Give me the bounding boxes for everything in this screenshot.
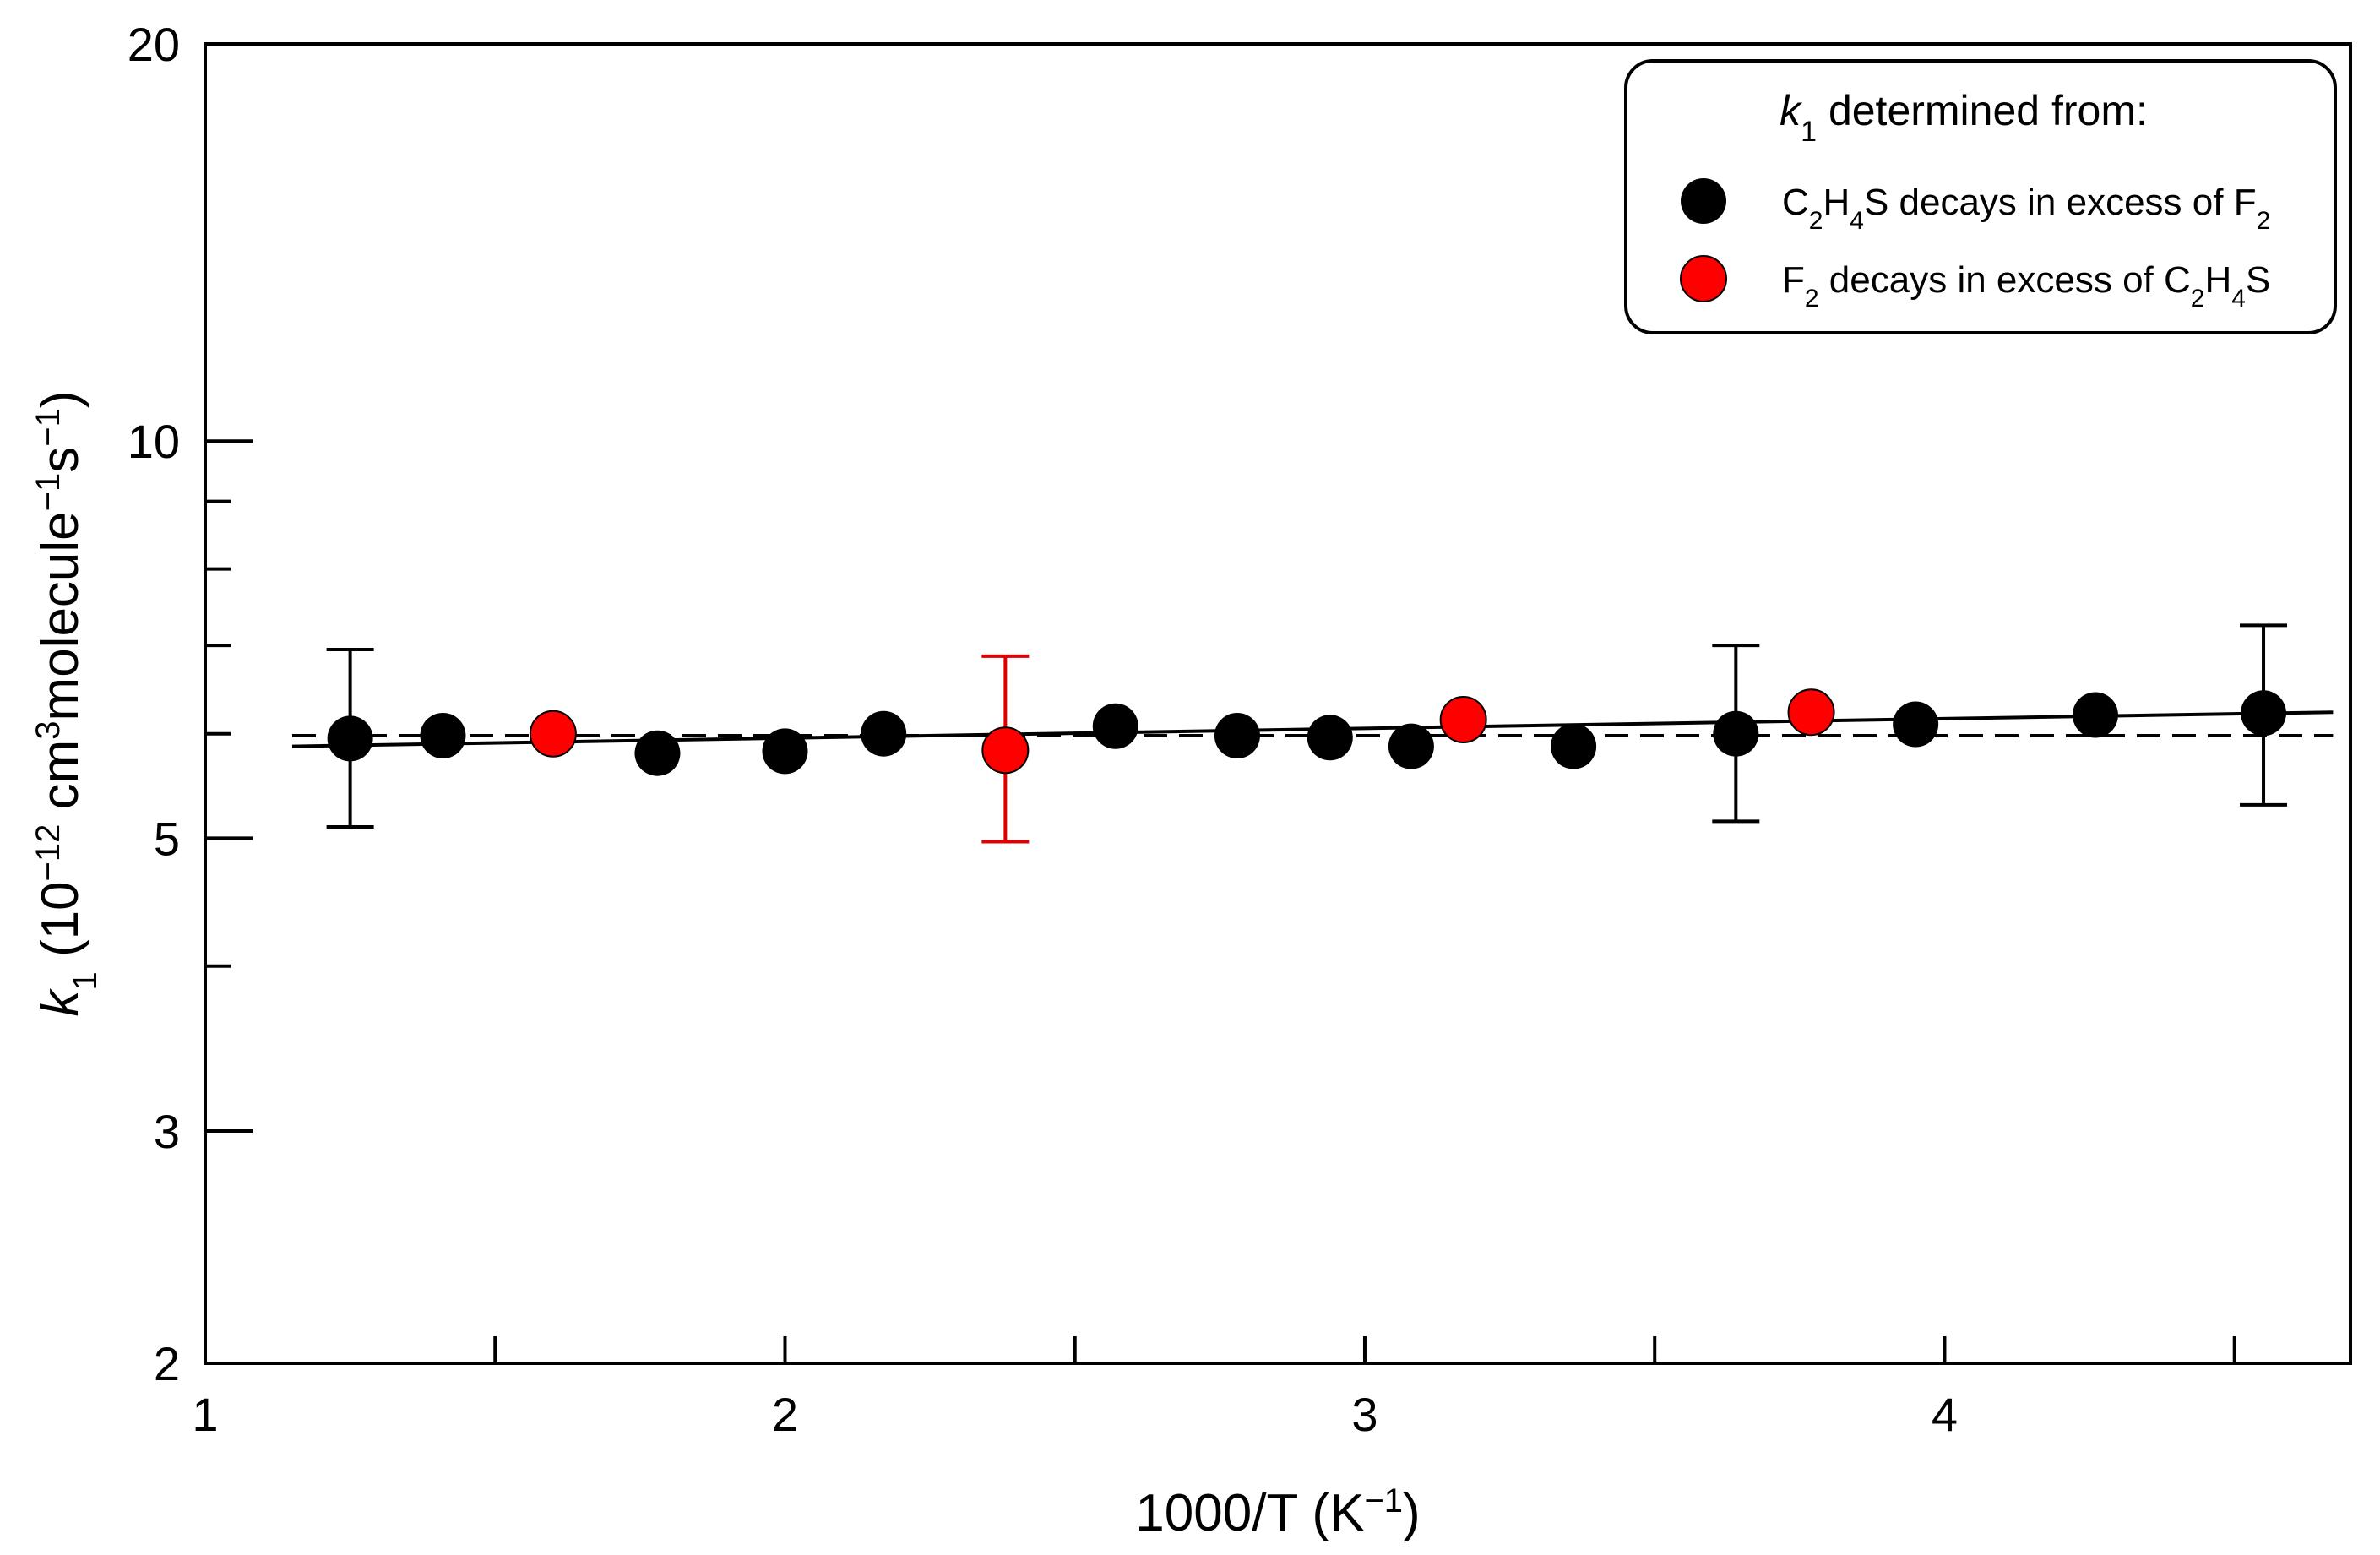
data-point-black — [634, 730, 681, 776]
data-point-black — [1388, 723, 1434, 769]
legend-marker-red — [1680, 255, 1727, 302]
x-tick-label: 2 — [772, 1388, 798, 1441]
legend-label-red: F2 decays in excess of C2H4S — [1782, 259, 2270, 313]
data-point-red — [1439, 695, 1487, 743]
legend-marker-black — [1681, 178, 1726, 224]
plot-frame — [204, 42, 2352, 1365]
data-markers — [327, 688, 2287, 776]
data-point-black — [861, 710, 907, 757]
y-tick-label: 5 — [154, 812, 180, 865]
x-tick-label: 1 — [192, 1388, 218, 1441]
y-tick-label: 2 — [154, 1337, 180, 1390]
data-point-black — [762, 728, 808, 775]
data-point-red — [529, 710, 577, 758]
data-point-black — [1307, 715, 1353, 761]
legend-box — [1624, 59, 2337, 334]
data-point-red — [1787, 688, 1835, 737]
x-axis-title: 1000/T (K−1) — [1135, 1482, 1420, 1542]
data-point-black — [1893, 701, 1939, 748]
legend: k1 determined from: C2H4S decays in exce… — [1624, 59, 2337, 334]
legend-label-black: C2H4S decays in excess of F2 — [1782, 182, 2270, 235]
y-axis-title: k1 (10−12 cm3molecule−1s−1) — [30, 390, 104, 1016]
data-point-black — [1092, 703, 1138, 749]
y-tick-label: 10 — [128, 415, 180, 468]
legend-title: k1 determined from: — [1780, 87, 2148, 148]
error-bars — [326, 623, 2288, 844]
x-tick-label: 4 — [1932, 1388, 1958, 1441]
y-tick-label: 3 — [154, 1105, 180, 1158]
y-tick-label: 20 — [128, 18, 180, 71]
x-tick-label: 3 — [1351, 1388, 1377, 1441]
data-point-black — [2241, 690, 2287, 737]
data-point-black — [1551, 723, 1597, 769]
data-point-black — [327, 715, 373, 762]
data-point-black — [1214, 713, 1260, 759]
data-point-black — [1713, 710, 1759, 757]
data-point-red — [981, 726, 1030, 775]
data-point-black — [420, 713, 466, 759]
data-point-black — [2072, 692, 2118, 738]
